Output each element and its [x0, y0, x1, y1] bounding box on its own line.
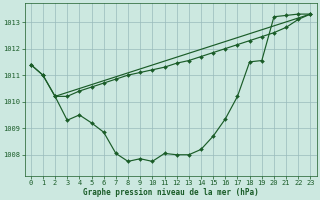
X-axis label: Graphe pression niveau de la mer (hPa): Graphe pression niveau de la mer (hPa) — [83, 188, 259, 197]
